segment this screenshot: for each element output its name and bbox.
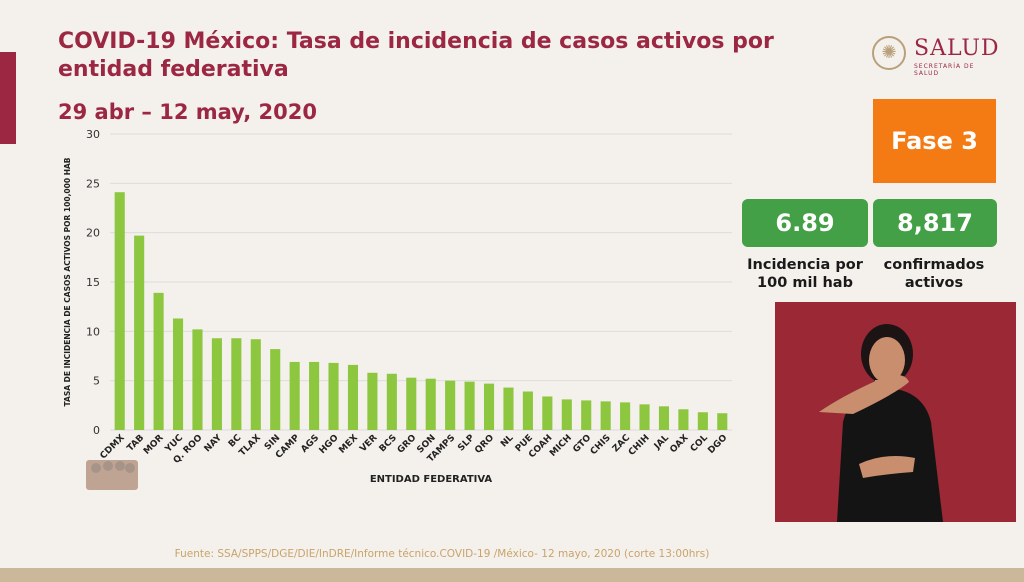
bar bbox=[347, 364, 359, 430]
bar bbox=[697, 412, 708, 430]
x-tick-label: MEX bbox=[337, 433, 360, 456]
x-tick-label: MICH bbox=[548, 433, 574, 459]
bar bbox=[658, 406, 670, 430]
y-tick-label: 5 bbox=[93, 375, 100, 388]
bar bbox=[172, 318, 184, 430]
bar bbox=[134, 235, 145, 430]
bar bbox=[192, 329, 203, 430]
bar bbox=[522, 391, 533, 430]
bar bbox=[425, 378, 436, 430]
x-tick-label: COL bbox=[689, 433, 710, 454]
bar bbox=[211, 338, 222, 430]
bottom-band bbox=[0, 568, 1024, 582]
bar bbox=[386, 373, 397, 430]
active-cases-value: 8,817 bbox=[873, 199, 997, 247]
y-tick-label: 20 bbox=[86, 227, 100, 240]
bar bbox=[620, 402, 631, 430]
incidence-value: 6.89 bbox=[742, 199, 868, 247]
bar bbox=[367, 372, 378, 430]
x-tick-label: GRO bbox=[396, 433, 419, 456]
source-note: Fuente: SSA/SPPS/DGE/DIE/InDRE/Informe t… bbox=[174, 548, 710, 560]
x-tick-label: AGS bbox=[299, 433, 321, 455]
bar bbox=[600, 401, 611, 430]
x-tick-label: QRO bbox=[473, 433, 496, 456]
x-tick-label: CDMX bbox=[99, 433, 127, 461]
page-title: COVID-19 México: Tasa de incidencia de c… bbox=[58, 29, 774, 82]
eagle-seal-icon: ✺ bbox=[872, 36, 906, 70]
bar bbox=[231, 338, 242, 430]
phase-badge: Fase 3 bbox=[873, 99, 996, 183]
y-tick-label: 25 bbox=[86, 177, 100, 190]
y-tick-label: 10 bbox=[86, 325, 100, 338]
bar bbox=[406, 377, 417, 430]
bar bbox=[464, 381, 475, 430]
x-tick-label: CHIH bbox=[627, 433, 652, 458]
bar bbox=[542, 396, 553, 430]
bar bbox=[309, 361, 320, 430]
x-axis-label: ENTIDAD FEDERATIVA bbox=[370, 474, 493, 485]
date-range: 29 abr – 12 may, 2020 bbox=[58, 100, 317, 124]
bar bbox=[581, 400, 592, 430]
x-tick-label: TLAX bbox=[238, 433, 263, 458]
bar bbox=[503, 387, 514, 430]
bar bbox=[270, 349, 281, 430]
x-tick-label: HGO bbox=[318, 433, 341, 456]
interpreter-figure bbox=[819, 324, 943, 522]
bar bbox=[289, 361, 300, 430]
logo-name: SALUD bbox=[914, 36, 1000, 61]
x-tick-label: BCS bbox=[378, 433, 399, 454]
bar bbox=[114, 192, 125, 430]
active-cases-label: confirmados activos bbox=[883, 257, 985, 291]
y-axis-label: TASA DE INCIDENCIA DE CASOS ACTIVOS POR … bbox=[63, 157, 72, 406]
x-tick-label: MOR bbox=[142, 433, 166, 457]
y-tick-label: 15 bbox=[86, 276, 100, 289]
bar bbox=[561, 399, 572, 430]
y-tick-label: 0 bbox=[93, 424, 100, 437]
left-accent-bar bbox=[0, 52, 16, 144]
bar bbox=[153, 292, 164, 430]
x-tick-label: DGO bbox=[706, 433, 729, 456]
sign-language-interpreter-video bbox=[775, 302, 1016, 522]
x-tick-label: VER bbox=[358, 433, 379, 454]
logo-subtitle: SECRETARÍA DE SALUD bbox=[914, 63, 975, 77]
bar bbox=[328, 362, 339, 430]
salud-logo: ✺ SALUD SECRETARÍA DE SALUD bbox=[872, 34, 1002, 77]
bar bbox=[639, 404, 650, 430]
bar bbox=[678, 409, 689, 430]
historic-figures-crest-icon bbox=[86, 460, 138, 490]
bar bbox=[250, 339, 261, 430]
x-tick-label: OAX bbox=[668, 433, 690, 455]
bar bbox=[717, 413, 728, 430]
y-tick-label: 30 bbox=[86, 128, 100, 141]
bar bbox=[483, 383, 495, 430]
incidence-label: Incidencia por 100 mil hab bbox=[747, 257, 863, 291]
bar bbox=[445, 380, 456, 430]
x-tick-label: NAY bbox=[203, 433, 225, 455]
x-tick-label: CHIS bbox=[589, 433, 613, 457]
